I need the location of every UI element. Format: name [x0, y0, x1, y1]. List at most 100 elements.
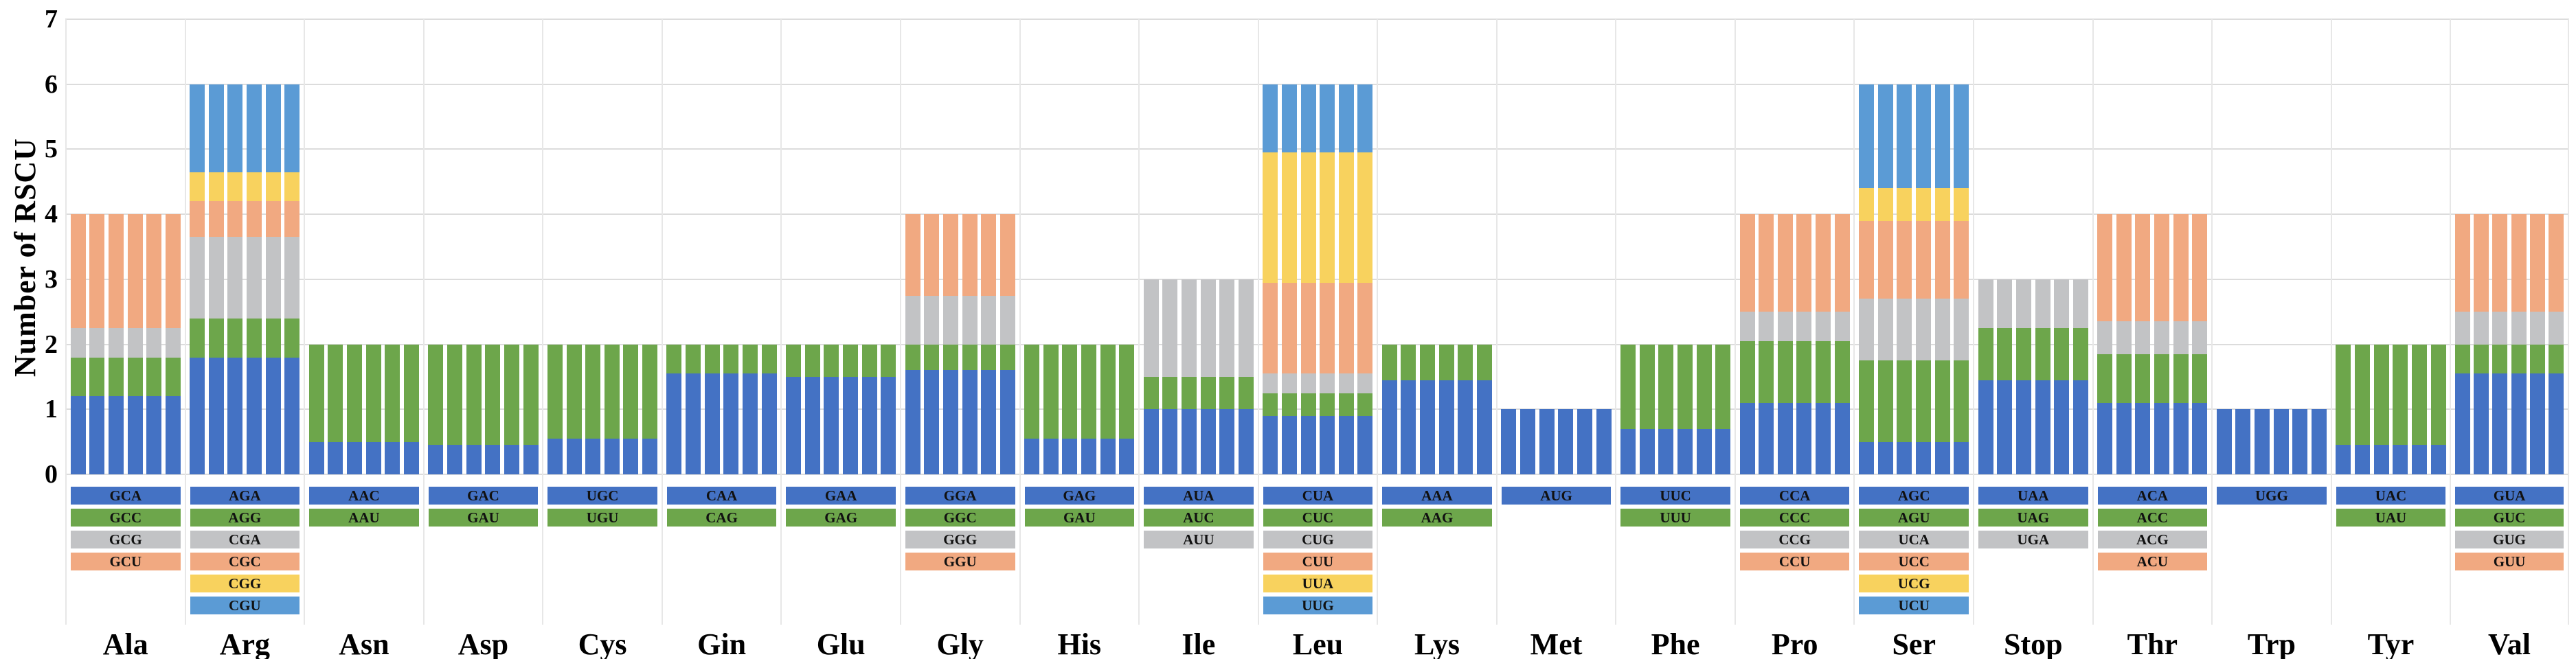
codon-chip-CGU: CGU	[190, 597, 300, 614]
bar-segment-GUA	[2454, 373, 2470, 474]
bar-segment-AUC	[1181, 376, 1197, 410]
bar-segment-UCG	[1916, 188, 1931, 221]
group-Arg: AGA AGG CGA CGC CGG CGU Arg	[184, 19, 304, 659]
bar-Ala-4	[127, 214, 143, 474]
bar-segment-AGU	[1934, 360, 1950, 442]
codon-chip-UCC: UCC	[1859, 553, 1969, 570]
codon-legend-Tyr: UAC UAU	[2336, 487, 2446, 531]
bar-Pro-2	[1759, 214, 1774, 474]
bar-segment-GAG	[824, 344, 839, 377]
codon-chip-CCA: CCA	[1739, 487, 1850, 505]
bar-segment-GUU	[2549, 214, 2564, 312]
bar-Ser-4	[1916, 84, 1931, 474]
bar-Thr-6	[2192, 214, 2208, 474]
bar-segment-UGA	[2054, 279, 2070, 328]
bar-segment-GAU	[1119, 344, 1135, 439]
bar-segment-GUC	[2530, 344, 2546, 374]
bar-segment-CGA	[265, 237, 281, 319]
bar-segment-ACU	[2173, 214, 2189, 322]
bar-segment-GCG	[70, 327, 86, 358]
codon-chip-ACG: ACG	[2097, 531, 2208, 548]
codon-chip-GCA: GCA	[71, 487, 181, 505]
group-Ser: AGC AGU UCA UCC UCG UCU Ser	[1853, 19, 1973, 659]
bar-segment-CCG	[1816, 312, 1831, 341]
codon-chip-GUG: GUG	[2455, 531, 2564, 548]
codon-legend-Leu: CUA CUC CUG CUU UUA UUG	[1263, 487, 1373, 618]
bar-segment-AUU	[1238, 279, 1254, 377]
bar-Leu-4	[1320, 84, 1335, 474]
codon-chip-UGG: UGG	[2217, 487, 2327, 505]
bar-segment-GGG	[905, 295, 920, 345]
bar-segment-GAC	[466, 445, 482, 474]
bar-segment-AAC	[328, 441, 343, 474]
codon-chip-UCU: UCU	[1859, 597, 1969, 614]
codon-legend-Ile: AUA AUC AUU	[1144, 487, 1254, 553]
codon-chip-AAG: AAG	[1382, 509, 1492, 527]
bars-Pro	[1736, 19, 1854, 474]
bar-Gin-5	[743, 344, 758, 474]
bar-segment-AAG	[1381, 344, 1397, 380]
bar-segment-UCA	[1877, 299, 1893, 361]
bar-segment-UGA	[1978, 279, 1993, 328]
amino-acid-label-Pro: Pro	[1771, 627, 1818, 659]
bar-segment-GCU	[70, 214, 86, 328]
bar-segment-GAA	[804, 376, 820, 474]
bar-segment-UCU	[1954, 84, 1969, 189]
bar-Gly-3	[942, 214, 958, 474]
bar-segment-CCC	[1816, 340, 1831, 403]
bar-Ile-3	[1181, 279, 1197, 474]
bar-segment-GAU	[504, 344, 519, 446]
bar-segment-GGA	[962, 370, 978, 474]
bar-segment-ACU	[2116, 214, 2132, 322]
bar-segment-AUG	[1577, 409, 1592, 474]
codon-legend-Cys: UGC UGU	[547, 487, 657, 531]
bar-segment-CGG	[190, 172, 205, 202]
bar-segment-AAA	[1458, 380, 1473, 474]
bar-segment-UCU	[1897, 84, 1912, 189]
codon-legend-His: GAG GAU	[1024, 487, 1135, 531]
y-tick-label-7: 7	[45, 5, 58, 34]
bar-Cys-6	[642, 344, 658, 474]
bar-Pro-1	[1739, 214, 1755, 474]
bar-segment-UAU	[2393, 344, 2408, 446]
bar-segment-AUC	[1219, 376, 1235, 410]
bar-segment-ACG	[2116, 321, 2132, 354]
bar-Gly-6	[999, 214, 1015, 474]
group-Asp: GAC GAU Asp	[422, 19, 543, 659]
bar-Asn-3	[347, 344, 363, 474]
bar-segment-UGA	[1997, 279, 2013, 328]
group-Ile: AUA AUC AUU Ile	[1138, 19, 1258, 659]
codon-chip-AAA: AAA	[1382, 487, 1492, 505]
bar-segment-UGC	[566, 438, 582, 474]
bar-Pro-5	[1816, 214, 1831, 474]
bar-Asn-4	[365, 344, 381, 474]
bar-segment-UUC	[1715, 428, 1731, 474]
bar-segment-CAA	[666, 373, 682, 474]
bars-His	[1021, 19, 1139, 474]
codon-chip-CGA: CGA	[190, 531, 300, 548]
bar-segment-CCU	[1739, 214, 1755, 312]
bar-Glu-6	[881, 344, 896, 474]
bar-segment-CAA	[704, 373, 720, 474]
bar-segment-ACG	[2097, 321, 2113, 354]
bar-segment-UGU	[604, 344, 620, 439]
bar-Tyr-6	[2430, 344, 2446, 474]
group-Pro: CCA CCC CCG CCU Pro	[1734, 19, 1854, 659]
bar-segment-UCA	[1859, 299, 1875, 361]
bar-segment-CGU	[265, 84, 281, 172]
bar-segment-ACU	[2154, 214, 2170, 322]
bar-segment-CUG	[1281, 373, 1297, 393]
codon-chip-AUC: AUC	[1144, 509, 1254, 527]
bar-segment-GUC	[2549, 344, 2564, 374]
bar-segment-UCA	[1954, 299, 1969, 361]
bar-segment-GCU	[108, 214, 124, 328]
amino-acid-label-Val: Val	[2488, 627, 2531, 659]
bar-Phe-5	[1696, 344, 1712, 474]
bar-segment-CUG	[1357, 373, 1373, 393]
codon-chip-UCA: UCA	[1859, 531, 1969, 548]
bar-segment-CCA	[1834, 402, 1850, 474]
bar-segment-UAA	[1997, 380, 2013, 474]
bars-Phe	[1616, 19, 1735, 474]
bar-segment-UGU	[547, 344, 563, 439]
bars-Trp	[2213, 19, 2331, 474]
